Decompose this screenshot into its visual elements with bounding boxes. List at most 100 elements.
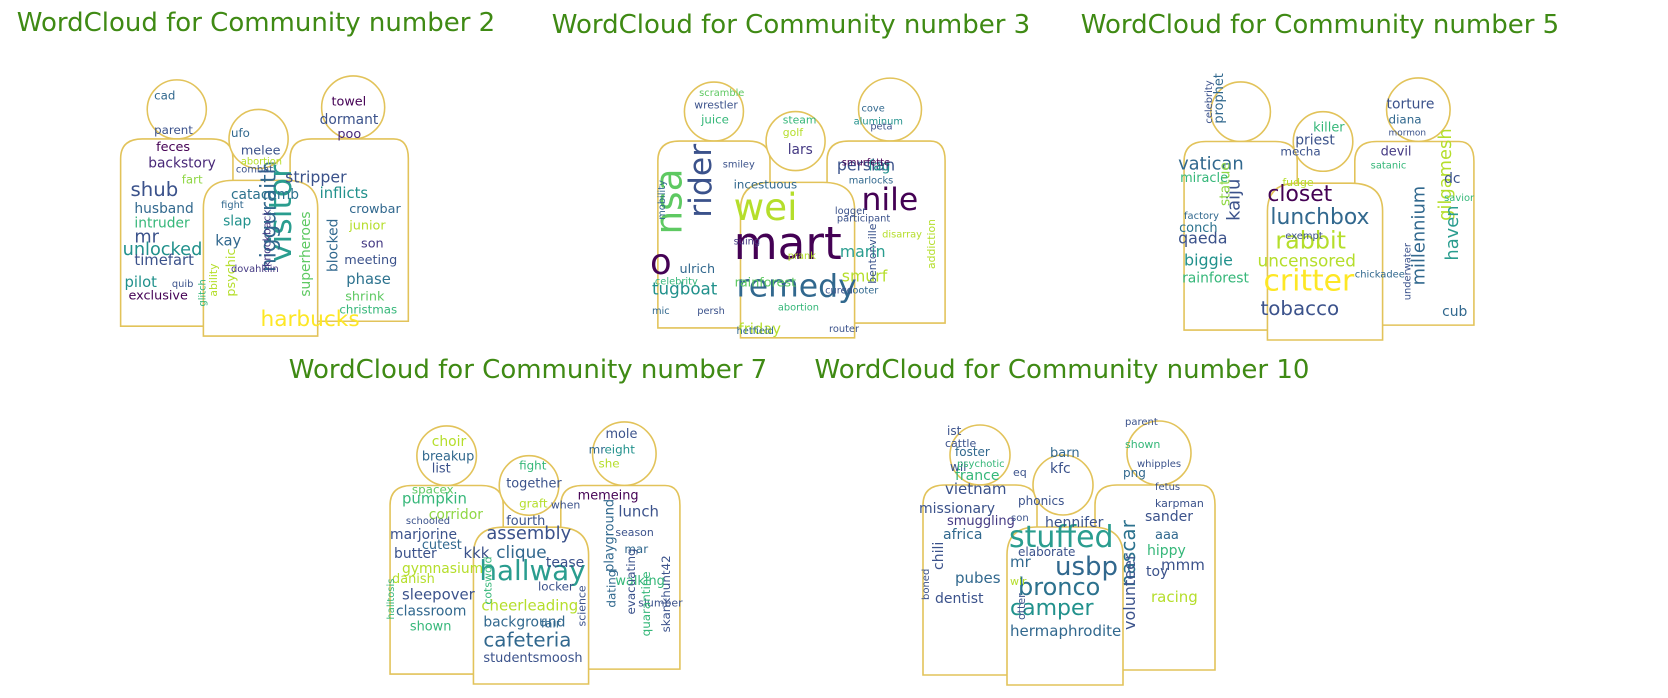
word: addiction <box>925 219 938 269</box>
word: glitch <box>197 279 208 306</box>
word: tease <box>546 555 584 571</box>
word: abortion <box>778 302 819 313</box>
word: steam <box>783 113 817 126</box>
word: elaborate <box>1018 545 1075 559</box>
word: lars <box>788 142 813 158</box>
word: kfc <box>1050 461 1071 477</box>
word: mar <box>624 542 648 556</box>
word: she <box>599 457 620 471</box>
word: son <box>361 236 384 251</box>
word: shub <box>130 178 178 201</box>
word: dentist <box>935 591 984 607</box>
word: france <box>955 468 999 484</box>
word: superheroes <box>298 211 314 296</box>
word: celebrity <box>655 277 698 288</box>
word: timefart <box>134 252 194 269</box>
word: ability <box>207 263 220 297</box>
word: stripper <box>285 167 347 186</box>
word: scramble <box>699 88 744 99</box>
word: mormon <box>1389 129 1426 139</box>
word: scooter <box>842 286 879 297</box>
word: mole <box>605 427 637 442</box>
word: mart <box>734 217 842 270</box>
word: aaa <box>1155 528 1179 543</box>
word: barn <box>1050 446 1080 461</box>
word: diana <box>1389 113 1422 127</box>
word: science <box>576 585 589 626</box>
word: kaiju <box>1224 179 1245 221</box>
word: smurf <box>842 267 888 286</box>
word: gymnasium <box>402 561 483 577</box>
word: marlocks <box>849 175 894 186</box>
word: uncensored <box>1258 251 1356 271</box>
word: fourth <box>506 514 545 529</box>
panel-title: WordCloud for Community number 7 <box>288 355 768 385</box>
word: rainforest <box>735 276 797 291</box>
word: toy <box>1146 564 1168 580</box>
word: halitosis <box>386 579 397 620</box>
word: feces <box>156 140 190 155</box>
word: torture <box>1387 97 1435 113</box>
people-silhouette-mask <box>657 77 946 339</box>
word: gilgamesh <box>1435 128 1456 221</box>
word: ufo <box>231 126 250 140</box>
word: kkk <box>464 544 490 562</box>
word: rabbit <box>1275 227 1346 255</box>
word: hippy <box>1147 543 1186 559</box>
word: usbp <box>1055 552 1118 582</box>
word: cutest <box>422 538 462 553</box>
word: quarantine <box>639 571 653 636</box>
word: cad <box>154 89 175 103</box>
word: cattle <box>945 437 976 450</box>
people-silhouette-mask <box>119 75 410 337</box>
word: closet <box>1267 182 1332 207</box>
word: mecha <box>1280 144 1320 158</box>
word: wir <box>1010 575 1027 588</box>
word: tugboat <box>652 279 718 299</box>
word: danish <box>392 572 435 587</box>
word: wrestler <box>694 99 738 112</box>
word: breakup <box>422 450 474 465</box>
word: backstory <box>148 156 216 172</box>
word: cured <box>825 286 853 297</box>
word: qaeda <box>1178 229 1227 248</box>
word: smurfette <box>842 158 890 169</box>
word: mr <box>134 227 159 247</box>
word: smuggling <box>947 514 1015 529</box>
word: fight <box>221 200 244 211</box>
word: peta <box>870 121 892 132</box>
word: fair <box>541 616 561 630</box>
word: bentonville <box>866 223 879 283</box>
word: rider <box>683 144 719 218</box>
word: graft <box>519 496 548 510</box>
word: phase <box>346 271 391 288</box>
word: fudge <box>1282 176 1314 189</box>
word: shrink <box>345 290 385 305</box>
word: racing <box>1151 588 1198 606</box>
word: locker <box>538 580 574 594</box>
word: crowbar <box>349 202 401 217</box>
word: miracle <box>1180 171 1228 186</box>
word: eq <box>1013 466 1027 479</box>
word: shown <box>1125 438 1160 451</box>
word: kay <box>215 232 241 249</box>
word: participant <box>837 214 891 225</box>
panel-title: WordCloud for Community number 2 <box>16 8 496 38</box>
word: studentsmoosh <box>483 651 582 666</box>
word: marin <box>840 242 886 261</box>
word: conch <box>1179 221 1217 236</box>
word: exclusive <box>129 289 188 304</box>
word: png <box>1123 466 1146 480</box>
word: evacuating <box>624 548 638 614</box>
word: celebrity <box>1204 80 1215 123</box>
word: wii <box>950 460 966 474</box>
word: christmas <box>339 302 397 316</box>
word: mr <box>1010 553 1032 571</box>
word: slap <box>223 214 251 230</box>
word: golf <box>783 126 803 139</box>
word: assembly <box>486 523 571 544</box>
word: schooled <box>406 516 450 527</box>
